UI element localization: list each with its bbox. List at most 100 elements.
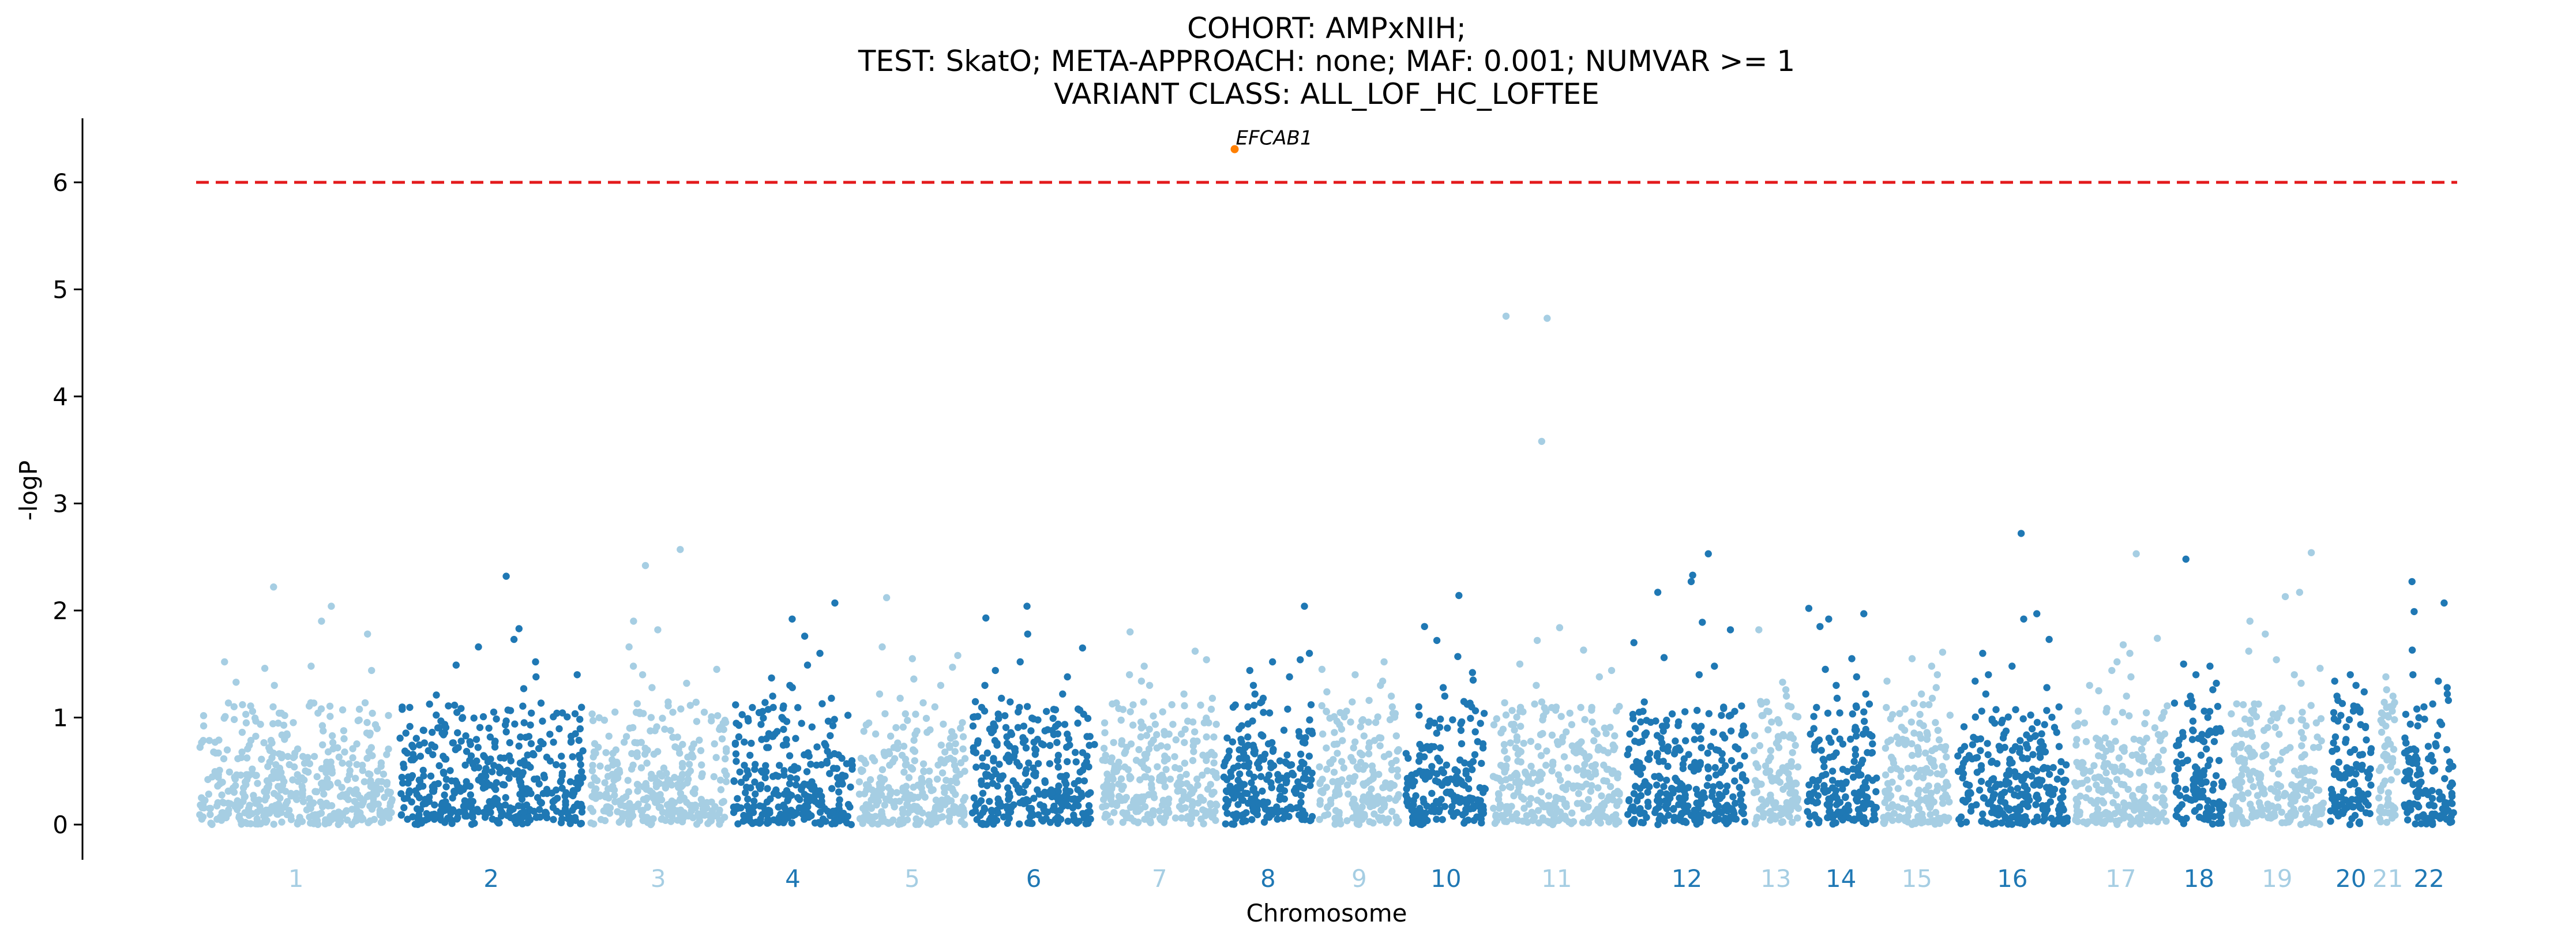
data-point [2192,770,2200,778]
data-point [1546,802,1554,810]
data-point [763,744,771,751]
data-point [2342,736,2350,743]
data-point [1274,771,1282,778]
data-point [756,802,764,810]
data-point [2205,728,2213,736]
data-point [994,710,1002,718]
data-point [2197,751,2205,759]
data-point [461,810,469,818]
data-point [641,561,649,570]
data-point [1791,780,1798,788]
data-point [601,779,609,787]
data-point [461,761,469,769]
data-point [2171,699,2179,707]
data-point [2161,730,2169,737]
data-point [317,780,325,788]
data-point [1016,789,1023,796]
data-point [1751,732,1759,740]
data-point [627,807,634,815]
data-point [2076,792,2084,800]
data-point [1365,718,1372,726]
data-point [2209,686,2217,694]
data-point [364,630,371,638]
data-point [483,804,491,812]
data-point [2317,715,2325,722]
data-point [1140,698,1147,706]
data-point [857,766,865,774]
data-point [462,782,470,790]
data-point [1280,726,1288,734]
data-point [1225,797,1232,806]
data-point [1854,763,1862,772]
data-point [1908,821,1916,828]
data-point [700,709,708,716]
data-point [744,715,752,722]
data-point [378,818,386,826]
data-point [381,793,388,802]
data-point [1601,724,1608,732]
data-point [1421,815,1429,822]
data-point [628,750,636,758]
data-point [1995,804,2002,812]
data-point [1249,804,1257,811]
data-point [788,684,796,691]
chromosome-16-points [1954,530,2071,829]
data-point [2243,766,2250,774]
data-point [344,817,351,824]
data-point [1992,706,2000,713]
data-point [2006,755,2014,763]
data-point [2105,740,2113,748]
chromosome-9-points [1316,658,1402,829]
data-point [1388,766,1396,774]
data-point [2085,785,2093,793]
data-point [320,727,327,735]
data-point [1436,757,1443,765]
data-point [358,816,366,823]
data-point [1523,812,1530,819]
data-point [1181,739,1188,747]
data-point [1548,731,1556,739]
data-point [892,724,900,732]
data-point [869,754,876,762]
data-point [808,723,816,731]
data-point [1679,765,1687,773]
data-point [1914,799,1921,807]
data-point [730,808,738,817]
data-point [955,806,962,814]
data-point [2044,765,2051,772]
data-point [224,810,232,818]
data-point [2301,796,2309,803]
data-point [2162,817,2170,825]
data-point [2022,813,2029,821]
data-point [1054,730,1062,738]
data-point [1129,701,1137,709]
data-point [783,718,791,725]
data-point [1959,774,1966,782]
data-point [401,747,409,755]
data-point [1083,733,1091,740]
data-point [2198,731,2206,738]
data-point [2093,781,2100,789]
data-point [1324,803,1331,811]
data-point [1057,800,1065,807]
data-point [1194,781,1201,789]
data-point [2008,814,2016,821]
data-point [774,773,782,780]
data-point [974,737,982,745]
data-point [1368,785,1375,793]
data-point [446,767,454,774]
data-point [1805,821,1813,828]
data-point [2342,723,2350,731]
data-point [589,762,596,769]
data-point [1493,715,1500,722]
data-point [2302,811,2310,819]
data-point [1380,658,1388,666]
data-point [1101,719,1109,726]
data-point [1590,727,1598,735]
data-point [1810,713,1818,720]
data-point [1365,750,1373,758]
data-point [798,720,805,727]
data-point [1609,813,1617,821]
data-point [677,789,685,797]
